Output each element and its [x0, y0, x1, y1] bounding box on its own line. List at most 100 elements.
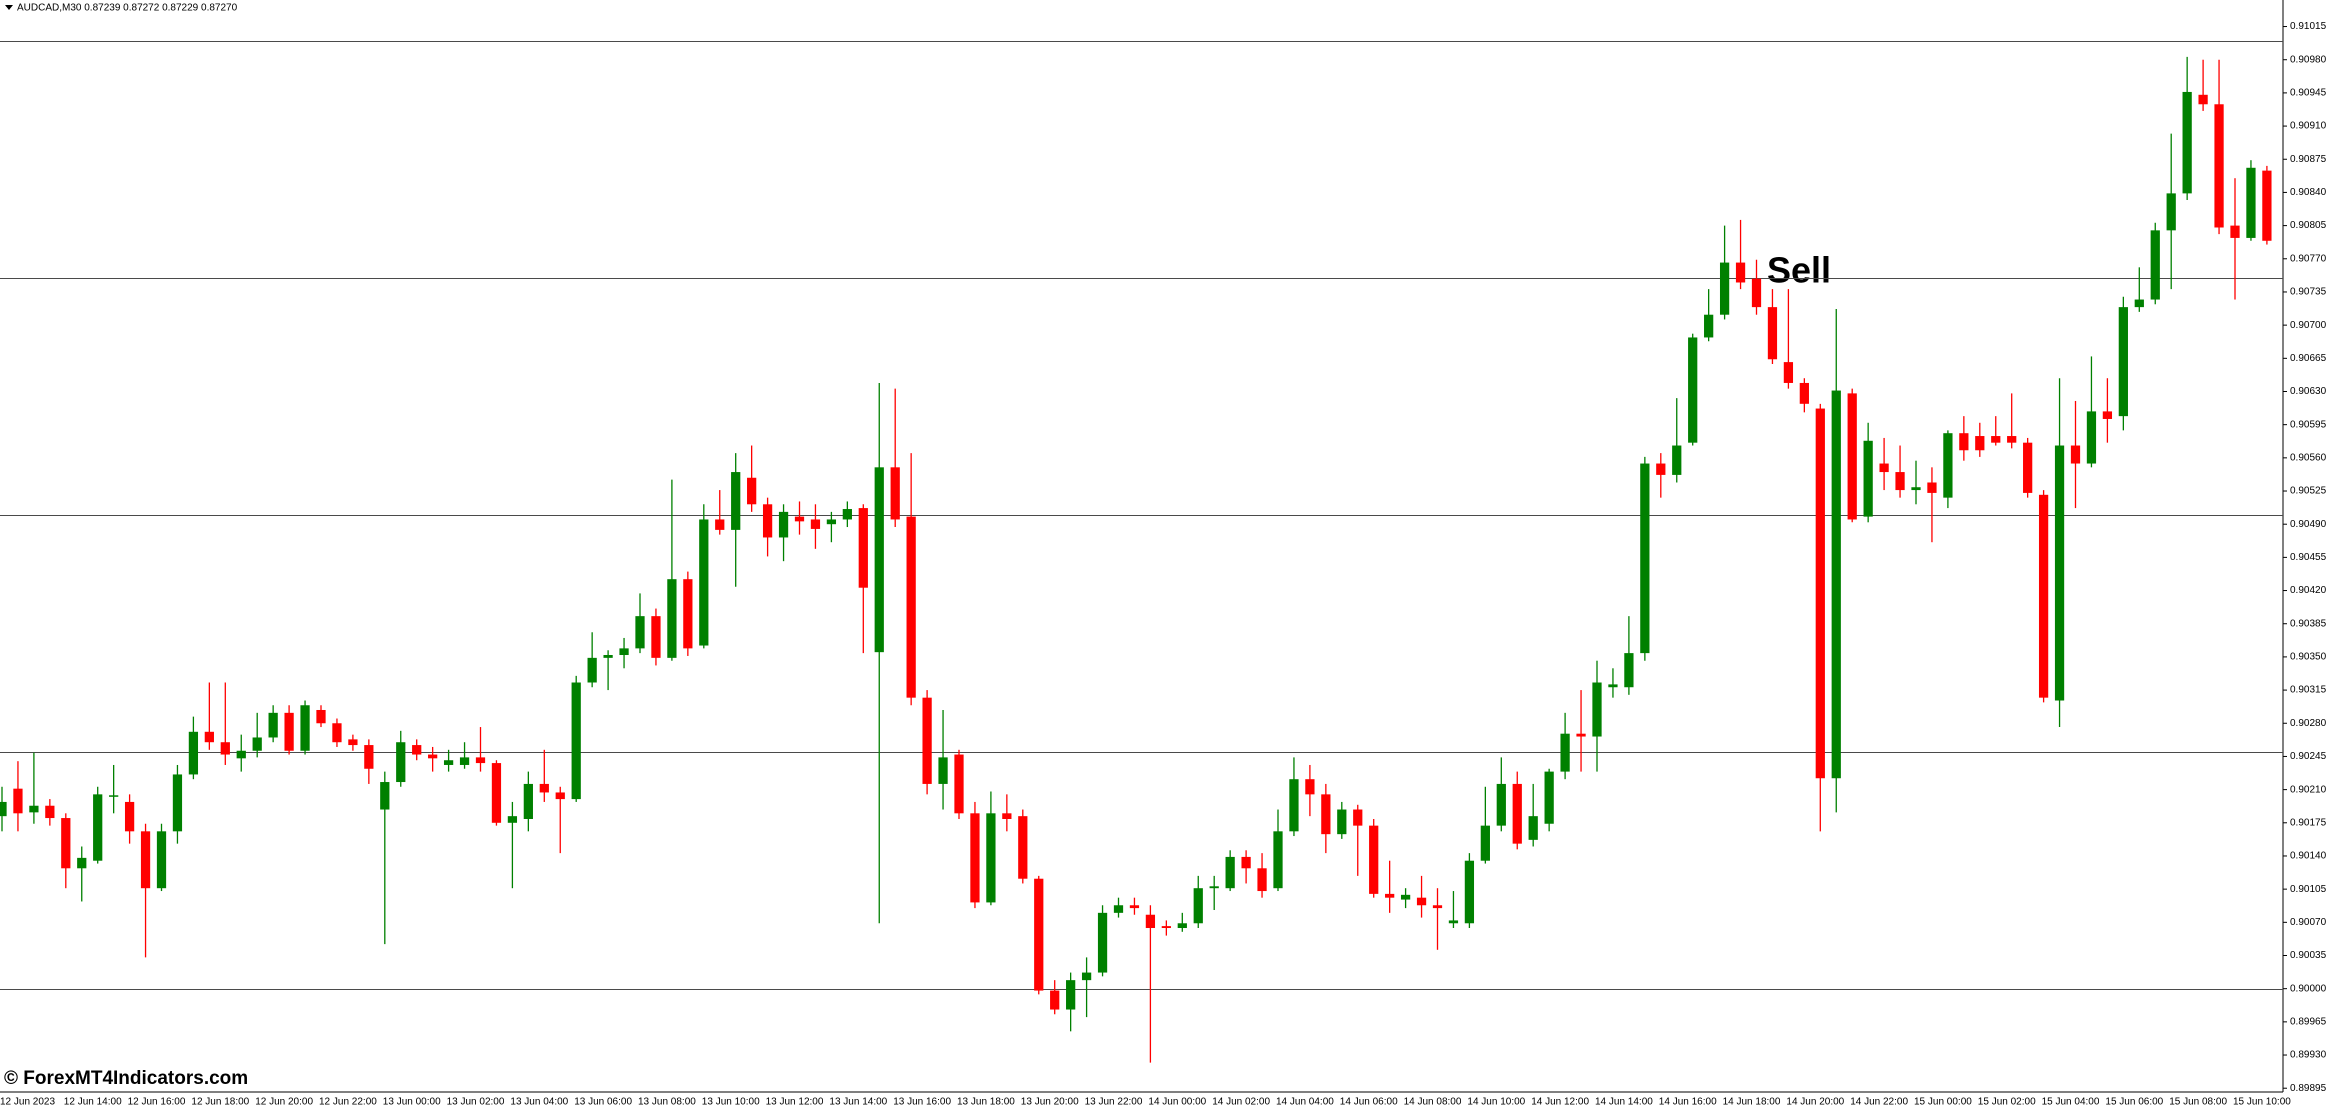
candle-body: [2246, 167, 2256, 238]
candle-body: [1751, 278, 1762, 308]
candle-body: [1353, 809, 1363, 826]
candle-body: [475, 757, 486, 764]
y-tick-label: 0.91015: [2290, 21, 2327, 32]
candle-body: [109, 795, 119, 797]
x-tick-label: 13 Jun 00:00: [383, 1097, 441, 1108]
y-tick-label: 0.90630: [2290, 386, 2327, 397]
y-tick-label: 0.90105: [2290, 884, 2327, 895]
y-tick-label: 0.90665: [2290, 353, 2327, 364]
candle-body: [1592, 682, 1602, 737]
x-tick-label: 12 Jun 16:00: [128, 1097, 186, 1108]
candle-body: [890, 467, 900, 520]
x-tick-label: 15 Jun 02:00: [1978, 1097, 2036, 1108]
candle-body: [555, 792, 565, 800]
candle-body: [188, 731, 199, 775]
candle-body: [252, 737, 262, 751]
candle-body: [1241, 856, 1251, 869]
y-tick-label: 0.90805: [2290, 220, 2327, 231]
x-tick-label: 14 Jun 20:00: [1786, 1097, 1844, 1108]
x-tick-label: 13 Jun 18:00: [957, 1097, 1015, 1108]
y-tick-label: 0.90770: [2290, 253, 2327, 264]
y-tick-label: 0.89930: [2290, 1050, 2327, 1061]
candle-body: [794, 516, 805, 522]
candle-body: [1337, 809, 1347, 835]
y-tick-label: 0.90350: [2290, 652, 2327, 663]
y-tick-label: 0.89965: [2290, 1016, 2327, 1027]
candle-body: [2134, 299, 2144, 308]
candle-body: [1735, 262, 1746, 283]
candle-body: [1576, 733, 1586, 737]
candle-body: [2230, 225, 2240, 238]
candle-body: [731, 472, 741, 530]
candle-body: [1624, 653, 1634, 688]
x-tick-label: 13 Jun 16:00: [893, 1097, 951, 1108]
candle-body: [747, 477, 757, 505]
x-tick-label: 14 Jun 22:00: [1850, 1097, 1908, 1108]
candle-body: [348, 739, 358, 746]
y-tick-label: 0.90175: [2290, 817, 2327, 828]
x-tick-label: 12 Jun 20:00: [255, 1097, 313, 1108]
candle-body: [1512, 783, 1522, 844]
x-tick-label: 14 Jun 04:00: [1276, 1097, 1334, 1108]
candle-body: [140, 831, 151, 889]
candle-body: [1081, 972, 1092, 981]
y-tick-label: 0.90945: [2290, 88, 2327, 99]
x-tick-label: 13 Jun 10:00: [702, 1097, 760, 1108]
y-tick-label: 0.90455: [2290, 552, 2327, 563]
x-tick-label: 13 Jun 12:00: [766, 1097, 824, 1108]
x-tick-label: 13 Jun 20:00: [1021, 1097, 1079, 1108]
x-tick-label: 14 Jun 18:00: [1723, 1097, 1781, 1108]
candle-body: [603, 655, 613, 658]
x-tick-label: 14 Jun 02:00: [1212, 1097, 1270, 1108]
candle-body: [2038, 494, 2049, 698]
candle-body: [635, 616, 645, 649]
candle-body: [1656, 463, 1666, 475]
y-tick-label: 0.90840: [2290, 187, 2327, 198]
candle-body: [412, 745, 422, 755]
candle-body: [1863, 440, 1873, 517]
y-tick-label: 0.90315: [2290, 685, 2327, 696]
candle-body: [1257, 868, 1267, 892]
candle-body: [1289, 779, 1299, 832]
candle-body: [1608, 684, 1618, 688]
candle-body: [938, 757, 948, 784]
candle-body: [1975, 436, 1985, 451]
candle-body: [523, 783, 533, 819]
candle-body: [778, 511, 789, 538]
candle-body: [667, 579, 677, 658]
candle-body: [906, 516, 916, 698]
candle-body: [1193, 888, 1203, 924]
candle-body: [1209, 886, 1219, 889]
candle-body: [2262, 170, 2272, 241]
y-tick-label: 0.90490: [2290, 519, 2327, 530]
candle-body: [1161, 926, 1171, 929]
x-tick-label: 13 Jun 08:00: [638, 1097, 696, 1108]
candle-body: [1927, 482, 1937, 493]
candle-body: [970, 813, 980, 903]
candle-body: [204, 731, 214, 743]
candle-body: [172, 774, 183, 832]
y-tick-label: 0.90980: [2290, 54, 2327, 65]
candle-body: [491, 763, 502, 823]
x-tick-label: 12 Jun 14:00: [64, 1097, 122, 1108]
candle-body: [762, 504, 773, 538]
candle-body: [1544, 771, 1554, 824]
candle-body: [1783, 362, 1794, 383]
candle-body: [1002, 813, 1012, 819]
x-tick-label: 14 Jun 12:00: [1531, 1097, 1589, 1108]
candle-body: [1767, 307, 1778, 360]
candle-body: [986, 813, 996, 903]
y-tick-label: 0.89895: [2290, 1083, 2327, 1094]
candle-body: [2070, 445, 2081, 464]
x-tick-label: 15 Jun 08:00: [2169, 1097, 2227, 1108]
candle-body: [396, 742, 406, 783]
candle-body: [826, 519, 837, 525]
candle-body: [1815, 408, 1825, 779]
candle-body: [1560, 733, 1570, 772]
candle-body: [1097, 912, 1108, 973]
candle-body: [316, 709, 326, 724]
candle-body: [2118, 307, 2128, 417]
candle-body: [29, 805, 39, 813]
